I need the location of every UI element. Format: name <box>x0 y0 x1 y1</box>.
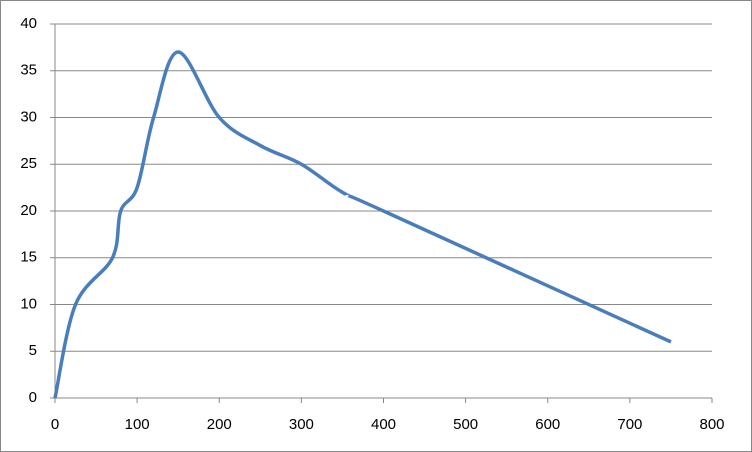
x-tick-label: 400 <box>371 416 396 433</box>
y-tick-label: 25 <box>20 155 37 172</box>
x-tick-label: 100 <box>125 416 150 433</box>
x-tick-label: 500 <box>453 416 478 433</box>
x-tick-label: 700 <box>617 416 642 433</box>
y-tick-label: 20 <box>20 202 37 219</box>
y-tick-label: 30 <box>20 108 37 125</box>
y-tick-label: 35 <box>20 62 37 79</box>
y-tick-label: 40 <box>20 15 37 32</box>
data-line <box>53 50 672 399</box>
x-tick-label: 600 <box>535 416 560 433</box>
x-tick-label: 200 <box>207 416 232 433</box>
x-tick-label: 300 <box>289 416 314 433</box>
y-tick-label: 15 <box>20 249 37 266</box>
x-tick-label: 0 <box>51 416 59 433</box>
y-tick-label: 0 <box>29 389 37 406</box>
y-tick-label: 10 <box>20 295 37 312</box>
y-tick-label: 5 <box>29 342 37 359</box>
x-tick-label: 800 <box>699 416 724 433</box>
